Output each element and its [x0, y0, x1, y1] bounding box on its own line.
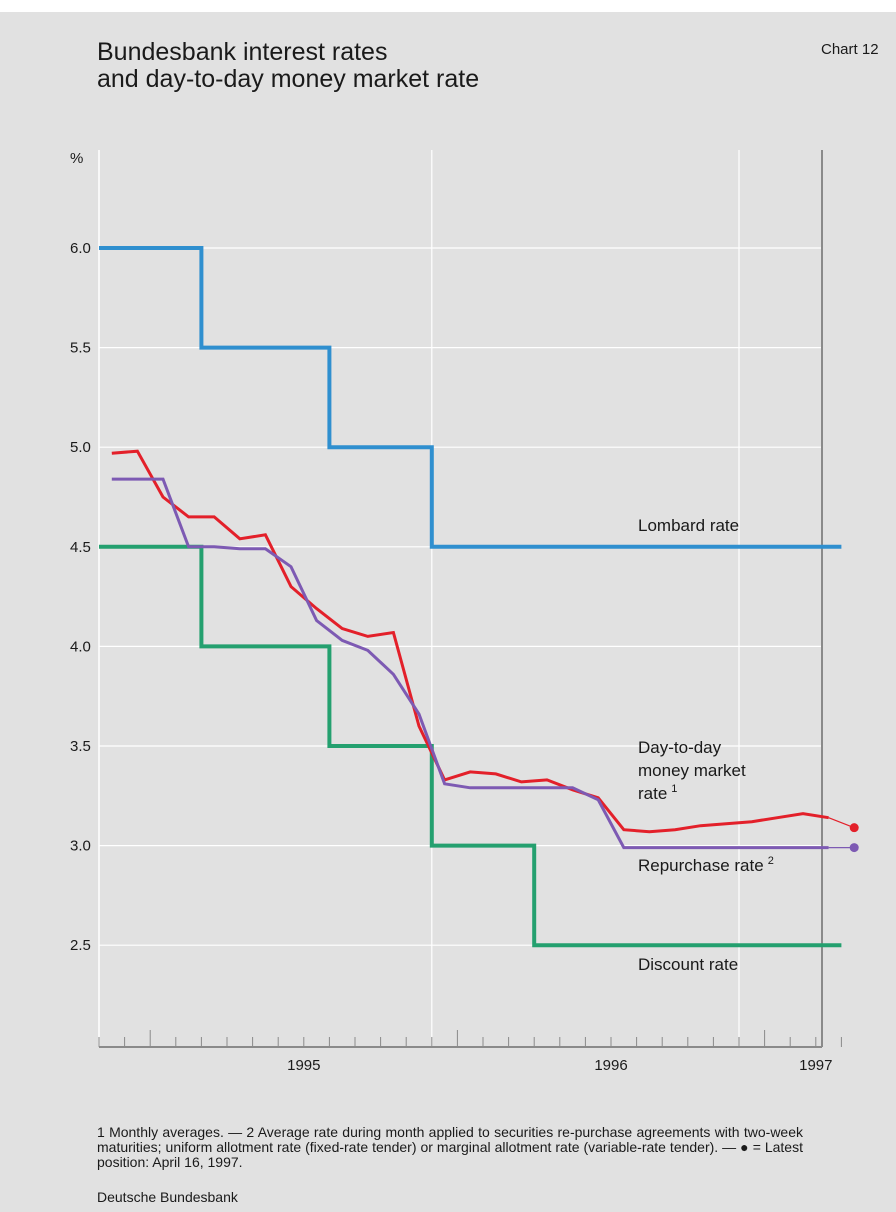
y-axis-unit-label: %: [70, 150, 83, 167]
money-market-rate-line: [111, 449, 829, 834]
money-market-footnote-marker: 1: [671, 783, 677, 795]
chart-title-line-2: and day-to-day money market rate: [97, 65, 480, 93]
y-tick-label: 5.0: [70, 439, 91, 456]
x-year-label: 1996: [594, 1057, 627, 1074]
repurchase-rate-label: Repurchase rate 2: [638, 855, 774, 875]
chart-number: Chart 12: [821, 41, 879, 58]
discount-rate-line: [99, 544, 842, 948]
axes-layer: 2.5 3.0 3.5 4.0 4.5 5.0 5.5 6.0 1995 1996 1997: [70, 150, 842, 1074]
y-tick-label: 6.0: [70, 240, 91, 257]
repurchase-rate-line: [111, 477, 829, 850]
lombard-rate-label: Lombard rate: [638, 516, 739, 535]
money-market-rate-latest-point: [849, 823, 859, 833]
money-market-rate-connector: [828, 817, 855, 829]
y-tick-label: 2.5: [70, 937, 91, 954]
chart-footnote: 1 Monthly averages. — 2 Average rate dur…: [97, 1124, 803, 1170]
y-tick-label: 3.0: [70, 838, 91, 855]
y-tick-label: 3.5: [70, 738, 91, 755]
repurchase-footnote-marker: 2: [768, 855, 774, 867]
discount-rate-label: Discount rate: [638, 955, 738, 974]
series-layer: [99, 246, 859, 948]
repurchase-rate-latest-point: [849, 843, 859, 853]
chart-title: Bundesbank interest rates and day-to-day…: [97, 39, 479, 93]
y-tick-label: 4.0: [70, 638, 91, 655]
chart-plot: 2.5 3.0 3.5 4.0 4.5 5.0 5.5 6.0 1995 1996 1997 % L…: [70, 150, 859, 1074]
grid-layer: [99, 150, 822, 1047]
money-market-rate-label-line-3: rate 1: [638, 783, 677, 803]
money-market-rate-label-line-2: money market: [638, 761, 746, 780]
y-tick-label: 4.5: [70, 539, 91, 556]
chart-source: Deutsche Bundesbank: [97, 1189, 238, 1205]
repurchase-rate-label-text: Repurchase rate: [638, 856, 764, 875]
money-market-rate-label-line-1: Day-to-day: [638, 738, 722, 757]
x-year-label: 1995: [287, 1057, 320, 1074]
x-year-label: 1997: [799, 1057, 832, 1074]
label-layer: % Lombard rate Day-to-day money market r…: [70, 150, 774, 974]
chart-title-line-1: Bundesbank interest rates: [97, 38, 388, 66]
y-tick-label: 5.5: [70, 340, 91, 357]
chart-panel: [0, 12, 896, 1212]
lombard-rate-line: [99, 246, 842, 549]
money-market-rate-label-text: rate: [638, 784, 667, 803]
